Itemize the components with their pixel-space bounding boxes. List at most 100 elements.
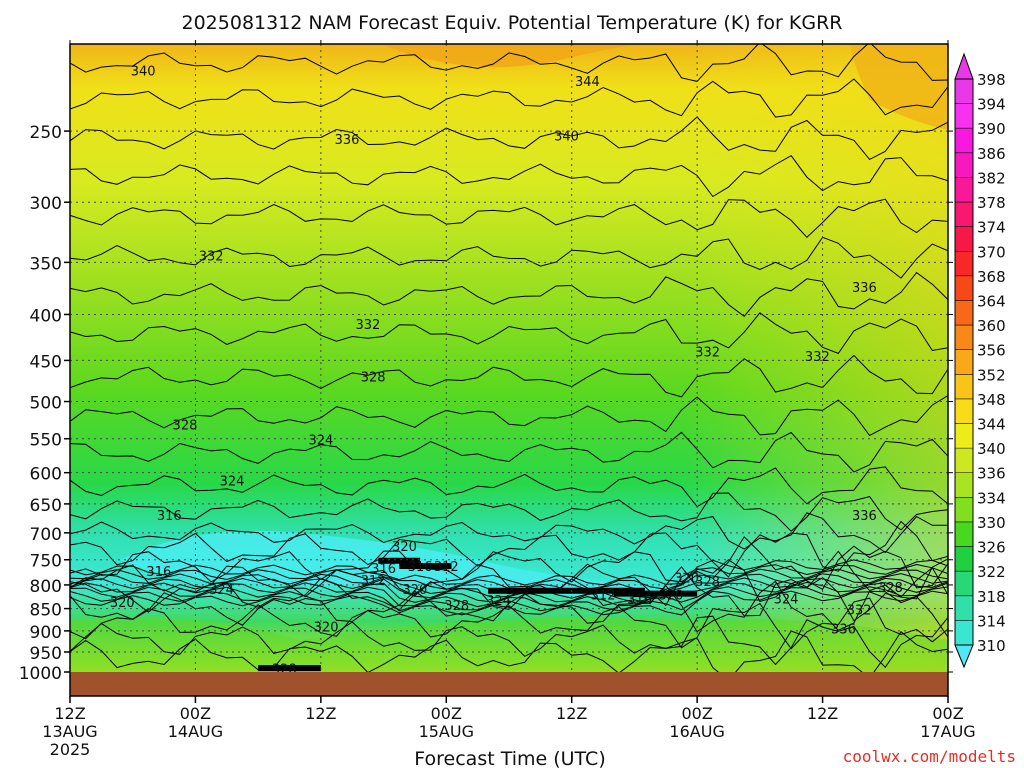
colorbar-segment — [955, 152, 973, 178]
x-tick-year: 2025 — [50, 740, 91, 759]
y-tick-label: 500 — [30, 394, 62, 414]
colorbar-segment — [955, 620, 973, 646]
colorbar-label: 394 — [977, 96, 1006, 114]
colorbar-segment — [955, 472, 973, 498]
contour-label: 316 — [157, 509, 182, 524]
y-tick-label: 900 — [30, 623, 62, 643]
colorbar-segment — [955, 251, 973, 277]
x-tick-label: 12Z — [556, 704, 587, 723]
y-tick-label: 600 — [30, 465, 62, 485]
contour-line — [70, 116, 948, 161]
y-tick-label: 250 — [30, 123, 62, 143]
contour-lines — [70, 44, 948, 672]
contour-line — [70, 580, 948, 638]
y-tick-label: 750 — [30, 552, 62, 572]
x-tick-label: 00Z — [932, 704, 963, 723]
colorbar-label: 318 — [977, 588, 1006, 606]
y-tick-label: 300 — [30, 194, 62, 214]
colorbar-segment — [955, 448, 973, 474]
x-tick-date: 15AUG — [419, 722, 474, 741]
colorbar-label: 314 — [977, 612, 1006, 630]
colorbar-label: 344 — [977, 416, 1006, 434]
colorbar-segment — [955, 103, 973, 129]
colorbar: 398 394 390 386 382 378 374 370 368 364 360 356 352 3… — [954, 52, 1006, 669]
y-tick-label: 650 — [30, 496, 62, 516]
contour-line — [70, 312, 948, 355]
contour-label: 320 — [674, 572, 699, 587]
contour-label: 320 — [110, 596, 135, 611]
contour-label: 328 — [695, 575, 720, 590]
colorbar-segment — [955, 300, 973, 326]
contour-labels: 340 344 336 340 332 332 336 332 332 328 328 324 324 3… — [110, 64, 903, 672]
colorbar-label: 378 — [977, 194, 1006, 212]
contour-line — [70, 550, 948, 607]
colorbar-label: 364 — [977, 292, 1006, 310]
x-tick-label: 12Z — [54, 704, 85, 723]
y-tick-label: 850 — [30, 601, 62, 621]
contour-label: 320 — [403, 583, 428, 598]
colorbar-segment — [955, 79, 973, 105]
contour-label: 316 — [146, 565, 171, 580]
contour-label: 332 — [695, 346, 720, 361]
contour-label: 328 — [878, 581, 903, 596]
contour-label: 324 — [774, 592, 799, 607]
contour-label: 336 — [852, 509, 877, 524]
colorbar-segment — [955, 325, 973, 351]
colorbar-label: 334 — [977, 489, 1006, 507]
contour-label: 324 — [209, 583, 234, 598]
pressure-axis: 2503003504004505005506006507007508008509… — [19, 123, 953, 684]
contour-label: 320 — [314, 621, 339, 636]
colorbar-segment — [955, 226, 973, 252]
contour-line-lowlevel — [70, 586, 948, 612]
contour-line-lowlevel — [70, 568, 948, 595]
colorbar-segment — [955, 349, 973, 375]
colorbar-segment — [955, 423, 973, 449]
colorbar-label: 322 — [977, 563, 1006, 581]
colorbar-label: 390 — [977, 120, 1006, 138]
y-tick-label: 350 — [30, 254, 62, 274]
colorbar-segment — [955, 398, 973, 425]
y-tick-label: 700 — [30, 525, 62, 545]
contour-label: 320 — [392, 540, 417, 555]
contour-line — [70, 431, 948, 473]
contour-label: 324 — [486, 594, 511, 609]
contour-line-lowlevel — [70, 581, 948, 608]
contour-label: 316 — [371, 562, 396, 577]
contour-line — [70, 512, 948, 554]
contour-label: 340 — [131, 64, 156, 79]
colorbar-segment — [955, 571, 973, 597]
gridlines — [70, 44, 948, 672]
contour-label: 332 — [847, 604, 872, 619]
colorbar-label: 382 — [977, 169, 1006, 187]
contour-line-lowlevel — [70, 577, 948, 603]
contour-line — [70, 520, 948, 578]
colorbar-label: 370 — [977, 243, 1006, 261]
credit-text: coolwx.com/modelts — [843, 747, 1016, 766]
colorbar-label: 340 — [977, 440, 1006, 458]
colorbar-label: 348 — [977, 391, 1006, 409]
colorbar-top-arrow — [954, 52, 974, 80]
colorbar-segment — [955, 202, 973, 228]
contour-line — [70, 44, 948, 82]
y-tick-label: 950 — [30, 644, 62, 664]
contour-label: 332 — [199, 250, 224, 265]
contour-label: 320 — [659, 589, 684, 604]
contour-label: 316 — [408, 560, 433, 575]
contour-label: 324 — [308, 433, 333, 448]
contour-line — [70, 155, 948, 198]
contour-label: 328 — [173, 418, 198, 433]
colorbar-segment — [955, 595, 973, 621]
x-tick-label: 12Z — [305, 704, 336, 723]
contour-line — [70, 630, 948, 672]
colorbar-label: 360 — [977, 317, 1006, 335]
chart-title: 2025081312 NAM Forecast Equiv. Potential… — [182, 12, 843, 34]
contour-label: 328 — [444, 599, 469, 614]
green-lowlevel-band — [70, 617, 948, 672]
contour-line — [70, 198, 948, 239]
contour-line — [70, 271, 948, 317]
x-tick-label: 00Z — [431, 704, 462, 723]
contour-label: 340 — [554, 130, 579, 145]
